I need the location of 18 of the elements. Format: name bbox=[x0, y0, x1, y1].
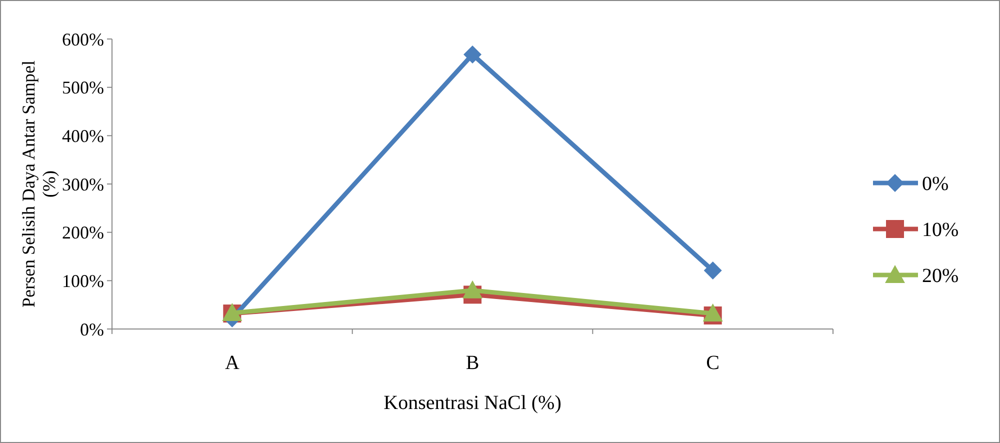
y-tick-label: 100% bbox=[62, 270, 104, 291]
legend-label: 20% bbox=[922, 265, 959, 287]
y-tick-label: 200% bbox=[62, 222, 104, 243]
legend-label: 0% bbox=[922, 173, 949, 195]
y-tick-label: 400% bbox=[62, 126, 104, 146]
point bbox=[464, 45, 482, 64]
y-tick-label: 300% bbox=[62, 174, 104, 194]
y-tick-label: 500% bbox=[62, 78, 104, 98]
y-tick-label: 600% bbox=[62, 29, 104, 50]
y-tick-label: 0% bbox=[80, 319, 104, 340]
x-axis-title: Konsentrasi NaCl (%) bbox=[384, 392, 562, 414]
point bbox=[704, 262, 722, 280]
x-tick-label: B bbox=[466, 352, 480, 374]
point bbox=[462, 280, 482, 298]
x-tick-label: C bbox=[706, 352, 720, 374]
y-axis-title: Persen Selisih Daya Antar Sampel (%) bbox=[18, 60, 60, 308]
legend-label: 10% bbox=[922, 219, 959, 241]
x-tick-label: A bbox=[224, 352, 240, 374]
